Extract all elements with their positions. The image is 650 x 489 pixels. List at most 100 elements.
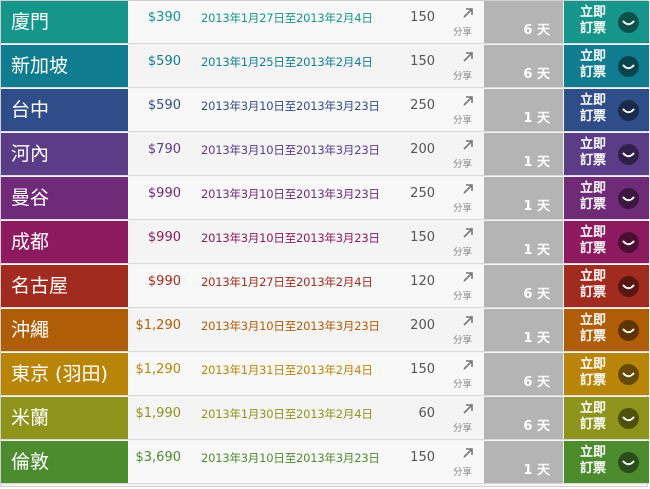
share-button[interactable]: 分享 (448, 353, 484, 396)
book-now-button[interactable]: 立即訂票 (564, 309, 649, 352)
row-divider (1, 219, 649, 220)
destination-city[interactable]: 新加坡 (1, 45, 128, 88)
table-row: 米蘭 $1,990 2013年1月30日至2013年2月4日 60 分享 6 天… (1, 397, 649, 440)
book-now-button[interactable]: 立即訂票 (564, 221, 649, 264)
share-button[interactable]: 分享 (448, 45, 484, 88)
travel-period: 2013年3月10日至2013年3月23日 (201, 231, 380, 245)
table-row: 沖繩 $1,290 2013年3月10日至2013年3月23日 200 分享 1… (1, 309, 649, 352)
share-arrow-icon (463, 52, 473, 62)
row-divider (1, 175, 649, 176)
share-arrow-icon (463, 404, 473, 414)
book-now-button[interactable]: 立即訂票 (564, 133, 649, 176)
destination-city[interactable]: 廈門 (1, 1, 128, 44)
smile-icon (618, 100, 639, 121)
days-value: 1 天 (523, 155, 550, 170)
book-now-label: 立即訂票 (579, 313, 606, 344)
book-now-label: 立即訂票 (579, 49, 606, 80)
book-now-button[interactable]: 立即訂票 (564, 89, 649, 132)
fare-price: $1,990 (135, 406, 182, 421)
days-cell: 6 天 (484, 397, 563, 440)
smile-icon (618, 320, 639, 341)
days-value: 6 天 (523, 287, 550, 302)
smile-icon (618, 408, 639, 429)
share-button[interactable]: 分享 (448, 309, 484, 352)
book-now-button[interactable]: 立即訂票 (564, 1, 649, 44)
share-label: 分享 (453, 159, 473, 170)
share-arrow-icon (463, 316, 473, 326)
travel-period: 2013年3月10日至2013年3月23日 (201, 451, 380, 465)
book-now-label: 立即訂票 (579, 401, 606, 432)
days-cell: 1 天 (484, 221, 563, 264)
travel-period: 2013年3月10日至2013年3月23日 (201, 187, 380, 201)
share-button[interactable]: 分享 (448, 265, 484, 308)
share-button[interactable]: 分享 (448, 1, 484, 44)
table-row: 新加坡 $590 2013年1月25日至2013年2月4日 150 分享 6 天… (1, 45, 649, 88)
days-value: 6 天 (523, 419, 550, 434)
share-arrow-icon (463, 272, 473, 282)
share-label: 分享 (453, 27, 473, 38)
table-row: 名古屋 $990 2013年1月27日至2013年2月4日 120 分享 6 天… (1, 265, 649, 308)
trip-duration: 200 (410, 318, 435, 333)
row-divider (1, 351, 649, 352)
book-now-button[interactable]: 立即訂票 (564, 397, 649, 440)
days-value: 1 天 (523, 199, 550, 214)
destination-city[interactable]: 河內 (1, 133, 128, 176)
days-value: 6 天 (523, 375, 550, 390)
days-cell: 6 天 (484, 1, 563, 44)
fare-price: $590 (147, 98, 181, 113)
row-divider (1, 307, 649, 308)
fare-price: $590 (147, 54, 181, 69)
fare-price: $1,290 (135, 362, 182, 377)
trip-duration: 150 (410, 230, 435, 245)
travel-period: 2013年1月30日至2013年2月4日 (201, 407, 373, 421)
book-now-label: 立即訂票 (579, 181, 606, 212)
share-label: 分享 (453, 115, 473, 126)
trip-duration: 200 (410, 142, 435, 157)
smile-icon (618, 144, 639, 165)
share-arrow-icon (463, 448, 473, 458)
destination-city[interactable]: 成都 (1, 221, 128, 264)
days-cell: 1 天 (484, 133, 563, 176)
destination-city[interactable]: 曼谷 (1, 177, 128, 220)
table-row: 河內 $790 2013年3月10日至2013年3月23日 200 分享 1 天… (1, 133, 649, 176)
book-now-button[interactable]: 立即訂票 (564, 265, 649, 308)
destination-city[interactable]: 台中 (1, 89, 128, 132)
book-now-button[interactable]: 立即訂票 (564, 441, 649, 484)
destination-city[interactable]: 名古屋 (1, 265, 128, 308)
share-button[interactable]: 分享 (448, 397, 484, 440)
smile-icon (618, 452, 639, 473)
destination-city[interactable]: 沖繩 (1, 309, 128, 352)
table-row: 東京 (羽田) $1,290 2013年1月31日至2013年2月4日 150 … (1, 353, 649, 396)
share-label: 分享 (453, 423, 473, 434)
fare-price: $990 (147, 230, 181, 245)
days-cell: 1 天 (484, 309, 563, 352)
destination-city[interactable]: 倫敦 (1, 441, 128, 484)
trip-duration: 120 (410, 274, 435, 289)
share-button[interactable]: 分享 (448, 441, 484, 484)
book-now-button[interactable]: 立即訂票 (564, 353, 649, 396)
share-button[interactable]: 分享 (448, 221, 484, 264)
share-button[interactable]: 分享 (448, 177, 484, 220)
share-button[interactable]: 分享 (448, 89, 484, 132)
share-arrow-icon (463, 96, 473, 106)
destination-city[interactable]: 東京 (羽田) (1, 353, 128, 396)
row-divider (1, 395, 649, 396)
row-divider (1, 263, 649, 264)
days-value: 1 天 (523, 331, 550, 346)
days-value: 1 天 (523, 111, 550, 126)
book-now-button[interactable]: 立即訂票 (564, 177, 649, 220)
travel-period: 2013年1月31日至2013年2月4日 (201, 363, 373, 377)
share-button[interactable]: 分享 (448, 133, 484, 176)
smile-icon (618, 12, 639, 33)
row-divider (1, 131, 649, 132)
book-now-button[interactable]: 立即訂票 (564, 45, 649, 88)
fare-price: $990 (147, 186, 181, 201)
days-cell: 1 天 (484, 89, 563, 132)
smile-icon (618, 56, 639, 77)
fare-price: $1,290 (135, 318, 182, 333)
destination-city[interactable]: 米蘭 (1, 397, 128, 440)
share-arrow-icon (463, 228, 473, 238)
share-label: 分享 (453, 247, 473, 258)
row-divider (1, 43, 649, 44)
smile-icon (618, 232, 639, 253)
